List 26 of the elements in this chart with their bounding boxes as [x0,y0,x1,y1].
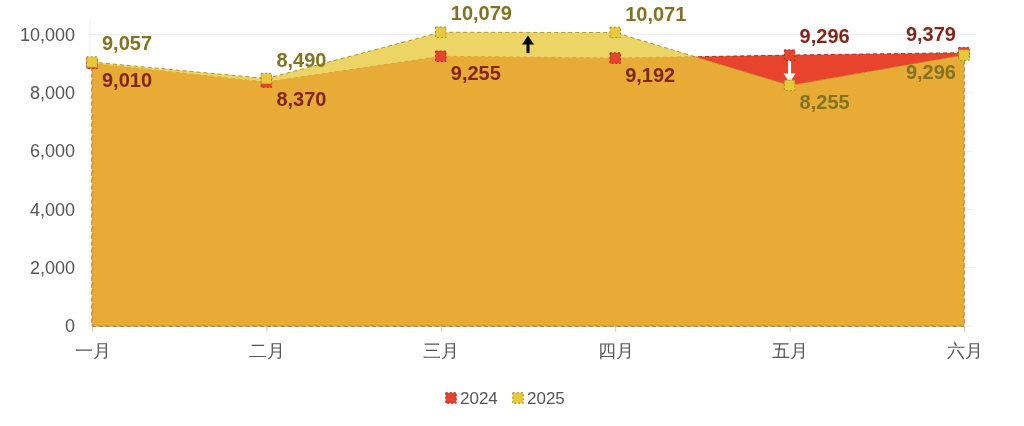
x-tick-label: 四月 [597,340,634,361]
y-tick-label: 4,000 [29,199,75,220]
legend-label: 2025 [527,389,565,408]
data-label: 8,490 [276,48,327,71]
y-tick-label: 6,000 [29,141,75,162]
data-label: 9,296 [799,25,850,48]
data-label: 9,010 [102,69,153,92]
x-tick-label: 一月 [74,340,111,361]
data-label: 9,296 [905,61,956,84]
data-label: 8,370 [276,88,327,111]
data-label: 10,079 [450,2,512,25]
x-tick-label: 二月 [248,340,285,361]
x-tick-label: 三月 [423,340,460,361]
data-label: 9,255 [450,62,501,85]
data-label: 9,192 [625,64,676,87]
y-tick-label: 2,000 [29,257,75,278]
y-tick-label: 8,000 [29,83,75,104]
data-label: 9,057 [102,32,153,55]
y-tick-label: 10,000 [19,24,75,45]
data-label: 10,071 [625,2,687,25]
data-label: 9,379 [905,22,956,45]
x-tick-label: 六月 [946,340,983,361]
x-tick-label: 五月 [772,340,809,361]
legend-label: 2024 [460,389,498,408]
data-label: 8,255 [799,91,850,114]
y-tick-label: 0 [64,316,75,337]
